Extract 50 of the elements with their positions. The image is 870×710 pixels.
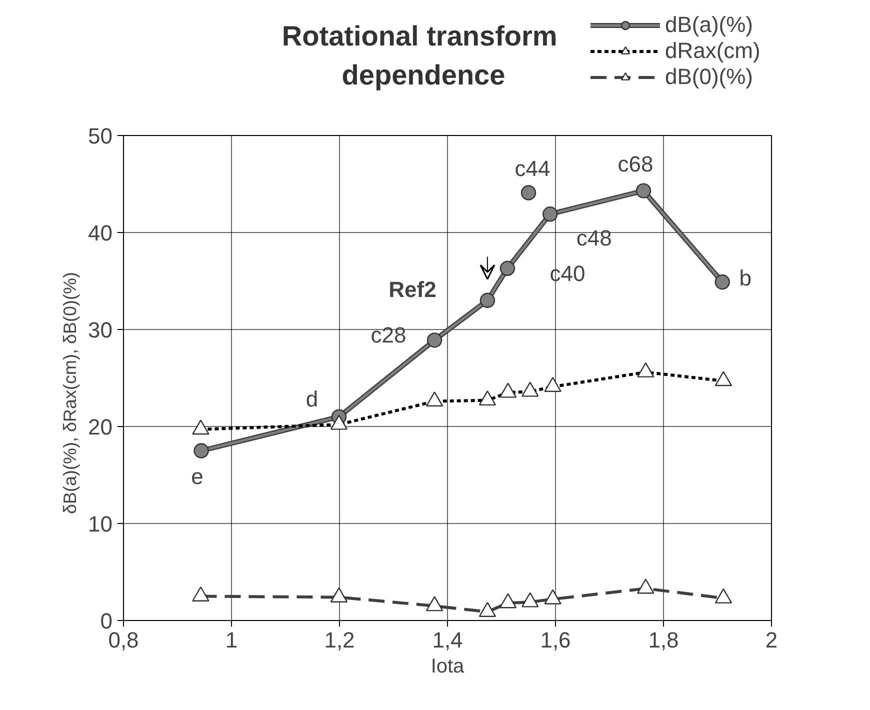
point xyxy=(544,376,562,392)
annotation: c44 xyxy=(514,156,550,182)
y-tick-label: 50 xyxy=(88,124,113,148)
point xyxy=(426,391,444,406)
annotation: e xyxy=(191,464,204,489)
y-tick-label: 20 xyxy=(88,414,113,440)
x-tick-label: 1,6 xyxy=(540,628,571,652)
annotation: Ref2 xyxy=(388,276,436,302)
point xyxy=(542,206,558,222)
annotation: b xyxy=(739,265,752,290)
y-axis-title: δB(a)(%), δRax(cm), δB(0)(%) xyxy=(60,272,80,514)
point xyxy=(426,332,442,348)
annotation: c28 xyxy=(370,322,406,348)
point xyxy=(714,588,732,604)
x-axis-title: Iota xyxy=(430,656,466,678)
point xyxy=(522,592,539,608)
y-tick-label: 30 xyxy=(88,318,113,342)
point xyxy=(480,292,496,308)
legend-label: dRax(cm) xyxy=(665,38,760,64)
y-tick-label: 10 xyxy=(88,512,113,536)
chart-title: Rotational transform dependence xyxy=(282,20,558,90)
point xyxy=(192,420,210,435)
x-tick-label: 1 xyxy=(225,628,238,652)
point xyxy=(478,390,496,406)
point xyxy=(478,602,496,617)
point xyxy=(714,274,730,290)
point xyxy=(499,382,517,398)
point xyxy=(544,589,562,604)
x-tick-label: 1,4 xyxy=(432,628,463,652)
x-tick-label: 1,8 xyxy=(648,628,679,652)
y-tick-label: 40 xyxy=(88,220,113,246)
legend-label: dB(0)(%) xyxy=(665,64,754,90)
point xyxy=(330,587,348,602)
point xyxy=(714,371,732,386)
point xyxy=(637,578,654,594)
point xyxy=(636,183,652,198)
legend-label: dB(a)(%) xyxy=(665,12,754,38)
annotation: c48 xyxy=(576,226,612,251)
point xyxy=(426,596,444,612)
x-tick-label: 1,2 xyxy=(324,628,355,652)
point xyxy=(500,260,516,276)
point xyxy=(499,593,517,608)
point xyxy=(192,586,210,602)
point xyxy=(522,382,539,397)
point xyxy=(330,414,348,430)
point xyxy=(637,362,654,378)
point xyxy=(520,185,536,200)
x-tick-label: 2 xyxy=(765,628,778,652)
annotation: d xyxy=(306,386,318,412)
annotation: c68 xyxy=(618,151,654,176)
